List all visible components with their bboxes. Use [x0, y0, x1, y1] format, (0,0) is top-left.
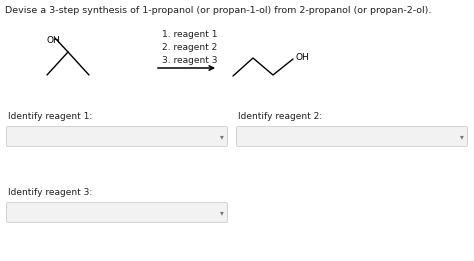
Text: Devise a 3-step synthesis of 1-propanol (or propan-1-ol) from 2-propanol (or pro: Devise a 3-step synthesis of 1-propanol … — [5, 6, 431, 15]
Text: ▾: ▾ — [220, 133, 224, 141]
Text: OH: OH — [296, 52, 310, 62]
Text: 1. reagent 1
2. reagent 2
3. reagent 3: 1. reagent 1 2. reagent 2 3. reagent 3 — [162, 30, 218, 65]
FancyBboxPatch shape — [7, 127, 228, 146]
Text: ▾: ▾ — [220, 209, 224, 217]
Text: ▾: ▾ — [460, 133, 464, 141]
Text: OH: OH — [47, 36, 61, 45]
FancyBboxPatch shape — [7, 203, 228, 222]
Text: Identify reagent 3:: Identify reagent 3: — [8, 188, 92, 197]
FancyBboxPatch shape — [237, 127, 467, 146]
Text: Identify reagent 1:: Identify reagent 1: — [8, 112, 92, 121]
Text: Identify reagent 2:: Identify reagent 2: — [238, 112, 322, 121]
